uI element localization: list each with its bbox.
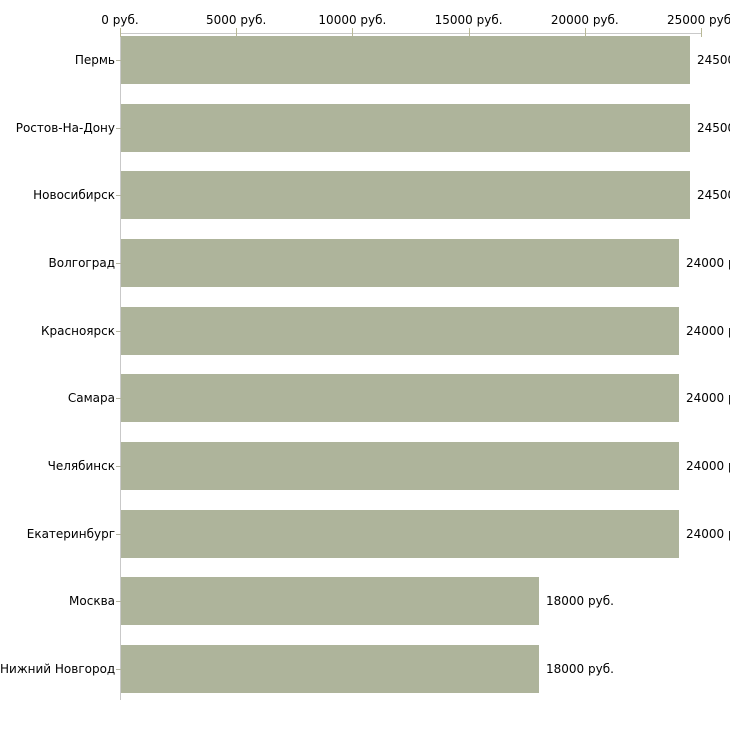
- x-axis-tick: [236, 28, 238, 37]
- x-axis-tick-label: 0 руб.: [101, 13, 139, 27]
- bar: [121, 645, 539, 693]
- value-label: 24000 руб.: [686, 391, 730, 405]
- category-tick: [116, 128, 121, 129]
- x-axis-tick: [584, 28, 586, 37]
- category-label: Челябинск: [47, 459, 115, 473]
- category-tick: [116, 331, 121, 332]
- x-axis-tick-label: 5000 руб.: [206, 13, 267, 27]
- category-label: Самара: [67, 391, 115, 405]
- bar: [121, 36, 690, 84]
- value-label: 24000 руб.: [686, 324, 730, 338]
- category-tick: [116, 60, 121, 61]
- category-tick: [116, 398, 121, 399]
- x-axis-tick: [352, 28, 354, 37]
- category-label: Пермь: [74, 53, 115, 67]
- bar: [121, 510, 679, 558]
- value-label: 18000 руб.: [546, 594, 614, 608]
- category-tick: [116, 195, 121, 196]
- value-label: 24000 руб.: [686, 459, 730, 473]
- value-label: 24500 руб.: [697, 53, 730, 67]
- bar: [121, 171, 690, 219]
- bar: [121, 374, 679, 422]
- category-label: Волгоград: [48, 256, 115, 270]
- x-axis-tick: [120, 28, 121, 37]
- bar: [121, 239, 679, 287]
- category-label: Екатеринбург: [26, 527, 115, 541]
- x-axis-tick: [701, 28, 702, 37]
- category-tick: [116, 263, 121, 264]
- category-label: Красноярск: [41, 324, 115, 338]
- category-tick: [116, 669, 121, 670]
- y-axis-line: [120, 33, 121, 700]
- category-tick: [116, 534, 121, 535]
- x-axis-tick-label: 20000 руб.: [550, 13, 619, 27]
- bar: [121, 442, 679, 490]
- bar: [121, 307, 679, 355]
- value-label: 24500 руб.: [697, 121, 730, 135]
- category-tick: [116, 601, 121, 602]
- category-tick: [116, 466, 121, 467]
- value-label: 24000 руб.: [686, 256, 730, 270]
- x-axis-tick-label: 25000 руб.: [667, 13, 730, 27]
- category-label: Новосибирск: [33, 188, 115, 202]
- bar: [121, 577, 539, 625]
- value-label: 18000 руб.: [546, 662, 614, 676]
- x-axis-tick-label: 15000 руб.: [434, 13, 503, 27]
- value-label: 24500 руб.: [697, 188, 730, 202]
- value-label: 24000 руб.: [686, 527, 730, 541]
- x-axis-line: [120, 33, 702, 34]
- category-label: Москва: [69, 594, 115, 608]
- category-label: Ростов-На-Дону: [15, 121, 115, 135]
- category-label: Нижний Новгород: [0, 662, 116, 676]
- x-axis-tick: [468, 28, 470, 37]
- bar: [121, 104, 690, 152]
- x-axis-tick-label: 10000 руб.: [318, 13, 387, 27]
